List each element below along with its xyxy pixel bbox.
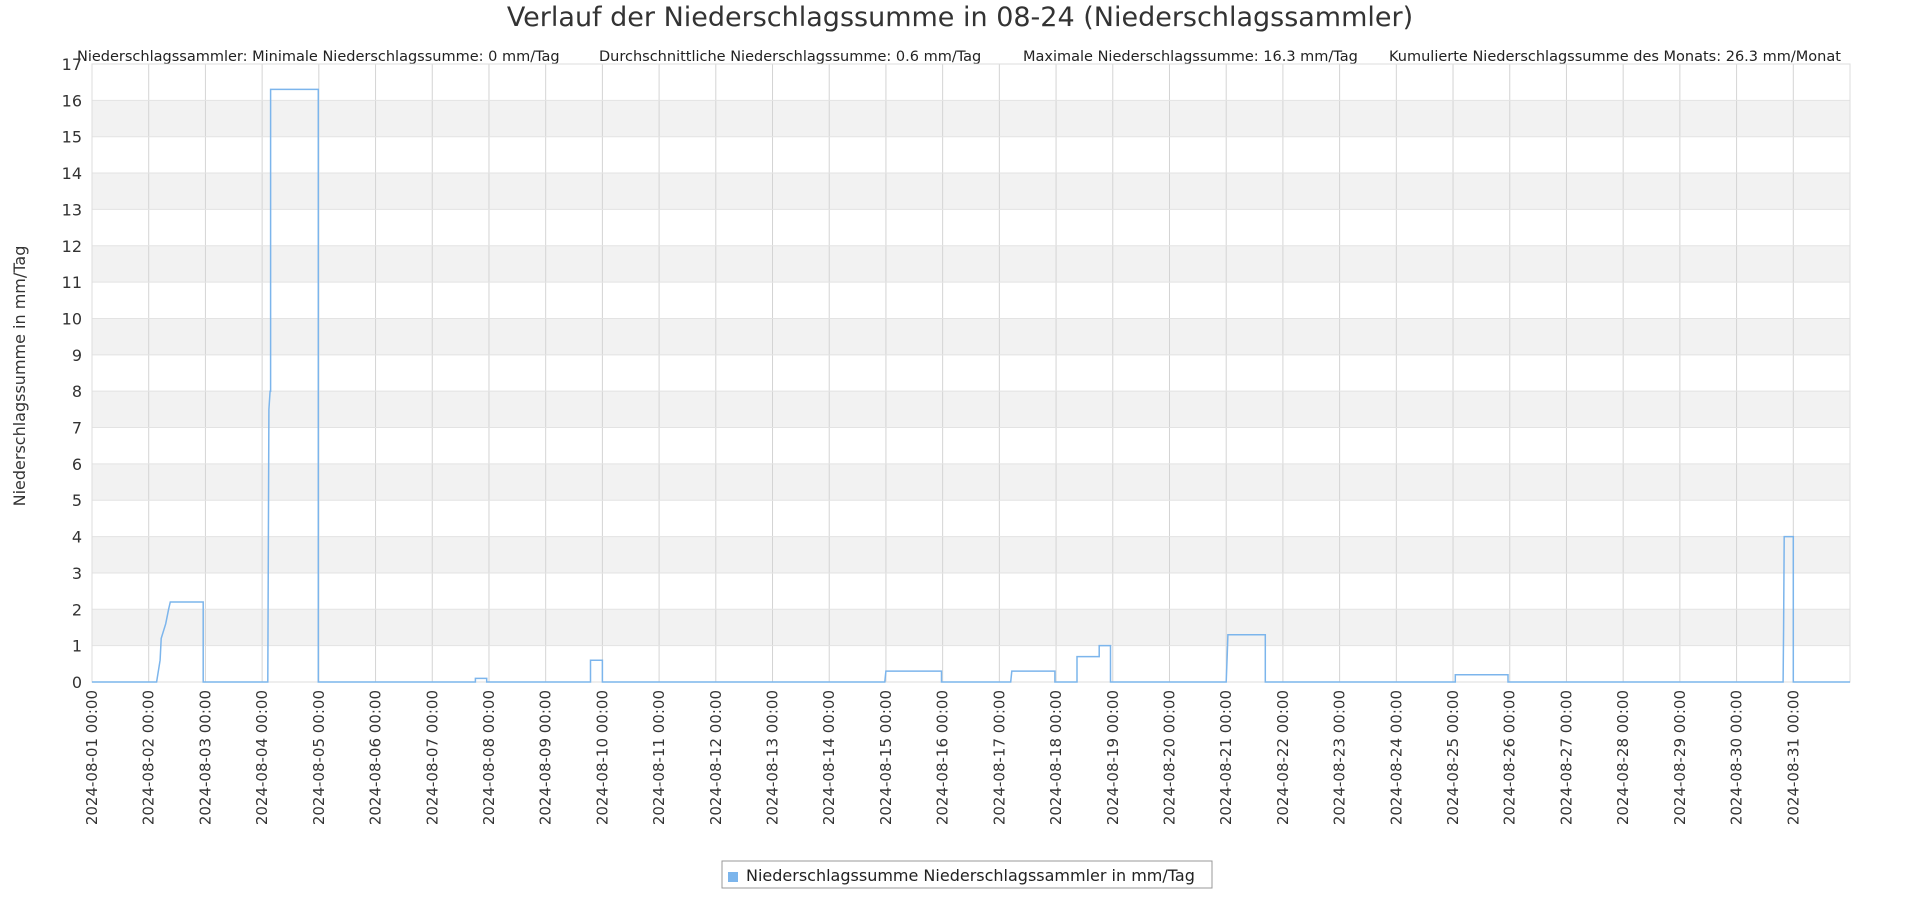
y-tick-label: 5 — [72, 491, 82, 510]
x-tick-label: 2024-08-30 00:00 — [1728, 690, 1746, 825]
x-tick-label: 2024-08-28 00:00 — [1614, 690, 1632, 825]
legend: Niederschlagssumme Niederschlagssammler … — [721, 860, 1213, 889]
stat-avg: Durchschnittliche Niederschlagssumme: 0.… — [599, 49, 981, 65]
y-tick-label: 8 — [72, 382, 82, 401]
stats-line: Niederschlagssammler: Minimale Niedersch… — [77, 49, 1841, 65]
x-tick-label: 2024-08-22 00:00 — [1274, 690, 1292, 825]
plot-band — [92, 173, 1850, 210]
x-tick-label: 2024-08-29 00:00 — [1671, 690, 1689, 825]
y-tick-label: 16 — [62, 91, 82, 110]
x-tick-label: 2024-08-09 00:00 — [537, 690, 555, 825]
y-axis-label: Niederschlagssumme in mm/Tag — [10, 246, 29, 507]
x-tick-label: 2024-08-12 00:00 — [707, 690, 725, 825]
legend-label: Niederschlagssumme Niederschlagssammler … — [746, 866, 1195, 885]
x-tick-label: 2024-08-11 00:00 — [650, 690, 668, 825]
x-tick-labels: 2024-08-01 00:00 2024-08-02 00:00 2024-08-… — [83, 690, 1802, 825]
plot-band — [92, 572, 1850, 610]
y-tick-label: 0 — [72, 673, 82, 692]
y-tick-label: 7 — [72, 419, 82, 438]
x-tick-label: 2024-08-02 00:00 — [140, 690, 158, 825]
plot-band — [92, 645, 1850, 682]
x-tick-label: 2024-08-26 00:00 — [1501, 690, 1519, 825]
x-tick-label: 2024-08-20 00:00 — [1160, 690, 1178, 825]
y-tick-label: 13 — [62, 200, 82, 219]
x-tick-label: 2024-08-15 00:00 — [877, 690, 895, 825]
plot-band — [92, 282, 1850, 319]
y-tick-label: 3 — [72, 564, 82, 583]
y-tick-label: 4 — [72, 528, 82, 547]
x-tick-label: 2024-08-07 00:00 — [423, 690, 441, 825]
stat-min: Niederschlagssammler: Minimale Niedersch… — [77, 49, 560, 65]
plot-band — [92, 245, 1850, 283]
plot-band — [92, 354, 1850, 392]
x-tick-label: 2024-08-05 00:00 — [310, 690, 328, 825]
stat-max: Maximale Niederschlagssumme: 16.3 mm/Tag — [1023, 49, 1358, 65]
x-tick-label: 2024-08-16 00:00 — [934, 690, 952, 825]
x-tick-label: 2024-08-24 00:00 — [1387, 690, 1405, 825]
legend-box — [721, 860, 1213, 889]
plot-band — [92, 318, 1850, 355]
x-tick-label: 2024-08-25 00:00 — [1444, 690, 1462, 825]
y-tick-label: 11 — [62, 273, 82, 292]
x-tick-label: 2024-08-03 00:00 — [196, 690, 214, 825]
legend-swatch — [728, 872, 738, 882]
plot-band — [92, 463, 1850, 501]
y-tick-label: 2 — [72, 600, 82, 619]
x-tick-label: 2024-08-01 00:00 — [83, 690, 101, 825]
plot-band — [92, 64, 1850, 101]
y-tick-label: 6 — [72, 455, 82, 474]
x-tick-label: 2024-08-31 00:00 — [1784, 690, 1802, 825]
plot-band — [92, 136, 1850, 174]
plot-band — [92, 100, 1850, 137]
plot-band — [92, 391, 1850, 428]
x-tick-label: 2024-08-18 00:00 — [1047, 690, 1065, 825]
y-tick-label: 1 — [72, 637, 82, 656]
series-layer — [92, 88, 1850, 683]
x-tick-label: 2024-08-13 00:00 — [764, 690, 782, 825]
vertical-gridlines — [91, 64, 1851, 682]
chart-title: Verlauf der Niederschlagssumme in 08-24 … — [507, 2, 1413, 33]
x-tick-label: 2024-08-04 00:00 — [253, 690, 271, 825]
plot-band — [92, 609, 1850, 646]
y-tick-label: 14 — [62, 164, 82, 183]
plot-band — [92, 536, 1850, 573]
x-tick-label: 2024-08-06 00:00 — [367, 690, 385, 825]
y-tick-label: 15 — [62, 128, 82, 147]
x-tick-label: 2024-08-19 00:00 — [1104, 690, 1122, 825]
plot-band — [92, 500, 1850, 537]
x-tick-label: 2024-08-08 00:00 — [480, 690, 498, 825]
y-tick-label: 17 — [62, 55, 82, 74]
x-tick-label: 2024-08-14 00:00 — [820, 690, 838, 825]
x-tick-label: 2024-08-21 00:00 — [1217, 690, 1235, 825]
series-line — [92, 88, 1850, 683]
plot-band — [92, 209, 1850, 246]
y-tick-label: 9 — [72, 346, 82, 365]
x-tick-label: 2024-08-27 00:00 — [1557, 690, 1575, 825]
x-tick-label: 2024-08-23 00:00 — [1331, 690, 1349, 825]
x-tick-label: 2024-08-10 00:00 — [593, 690, 611, 825]
x-tick-label: 2024-08-17 00:00 — [990, 690, 1008, 825]
plot-band — [92, 427, 1850, 464]
y-tick-label: 12 — [62, 237, 82, 256]
y-tick-label: 10 — [62, 309, 82, 328]
stat-sum: Kumulierte Niederschlagssumme des Monats… — [1389, 49, 1841, 65]
plot-bands — [92, 64, 1850, 682]
